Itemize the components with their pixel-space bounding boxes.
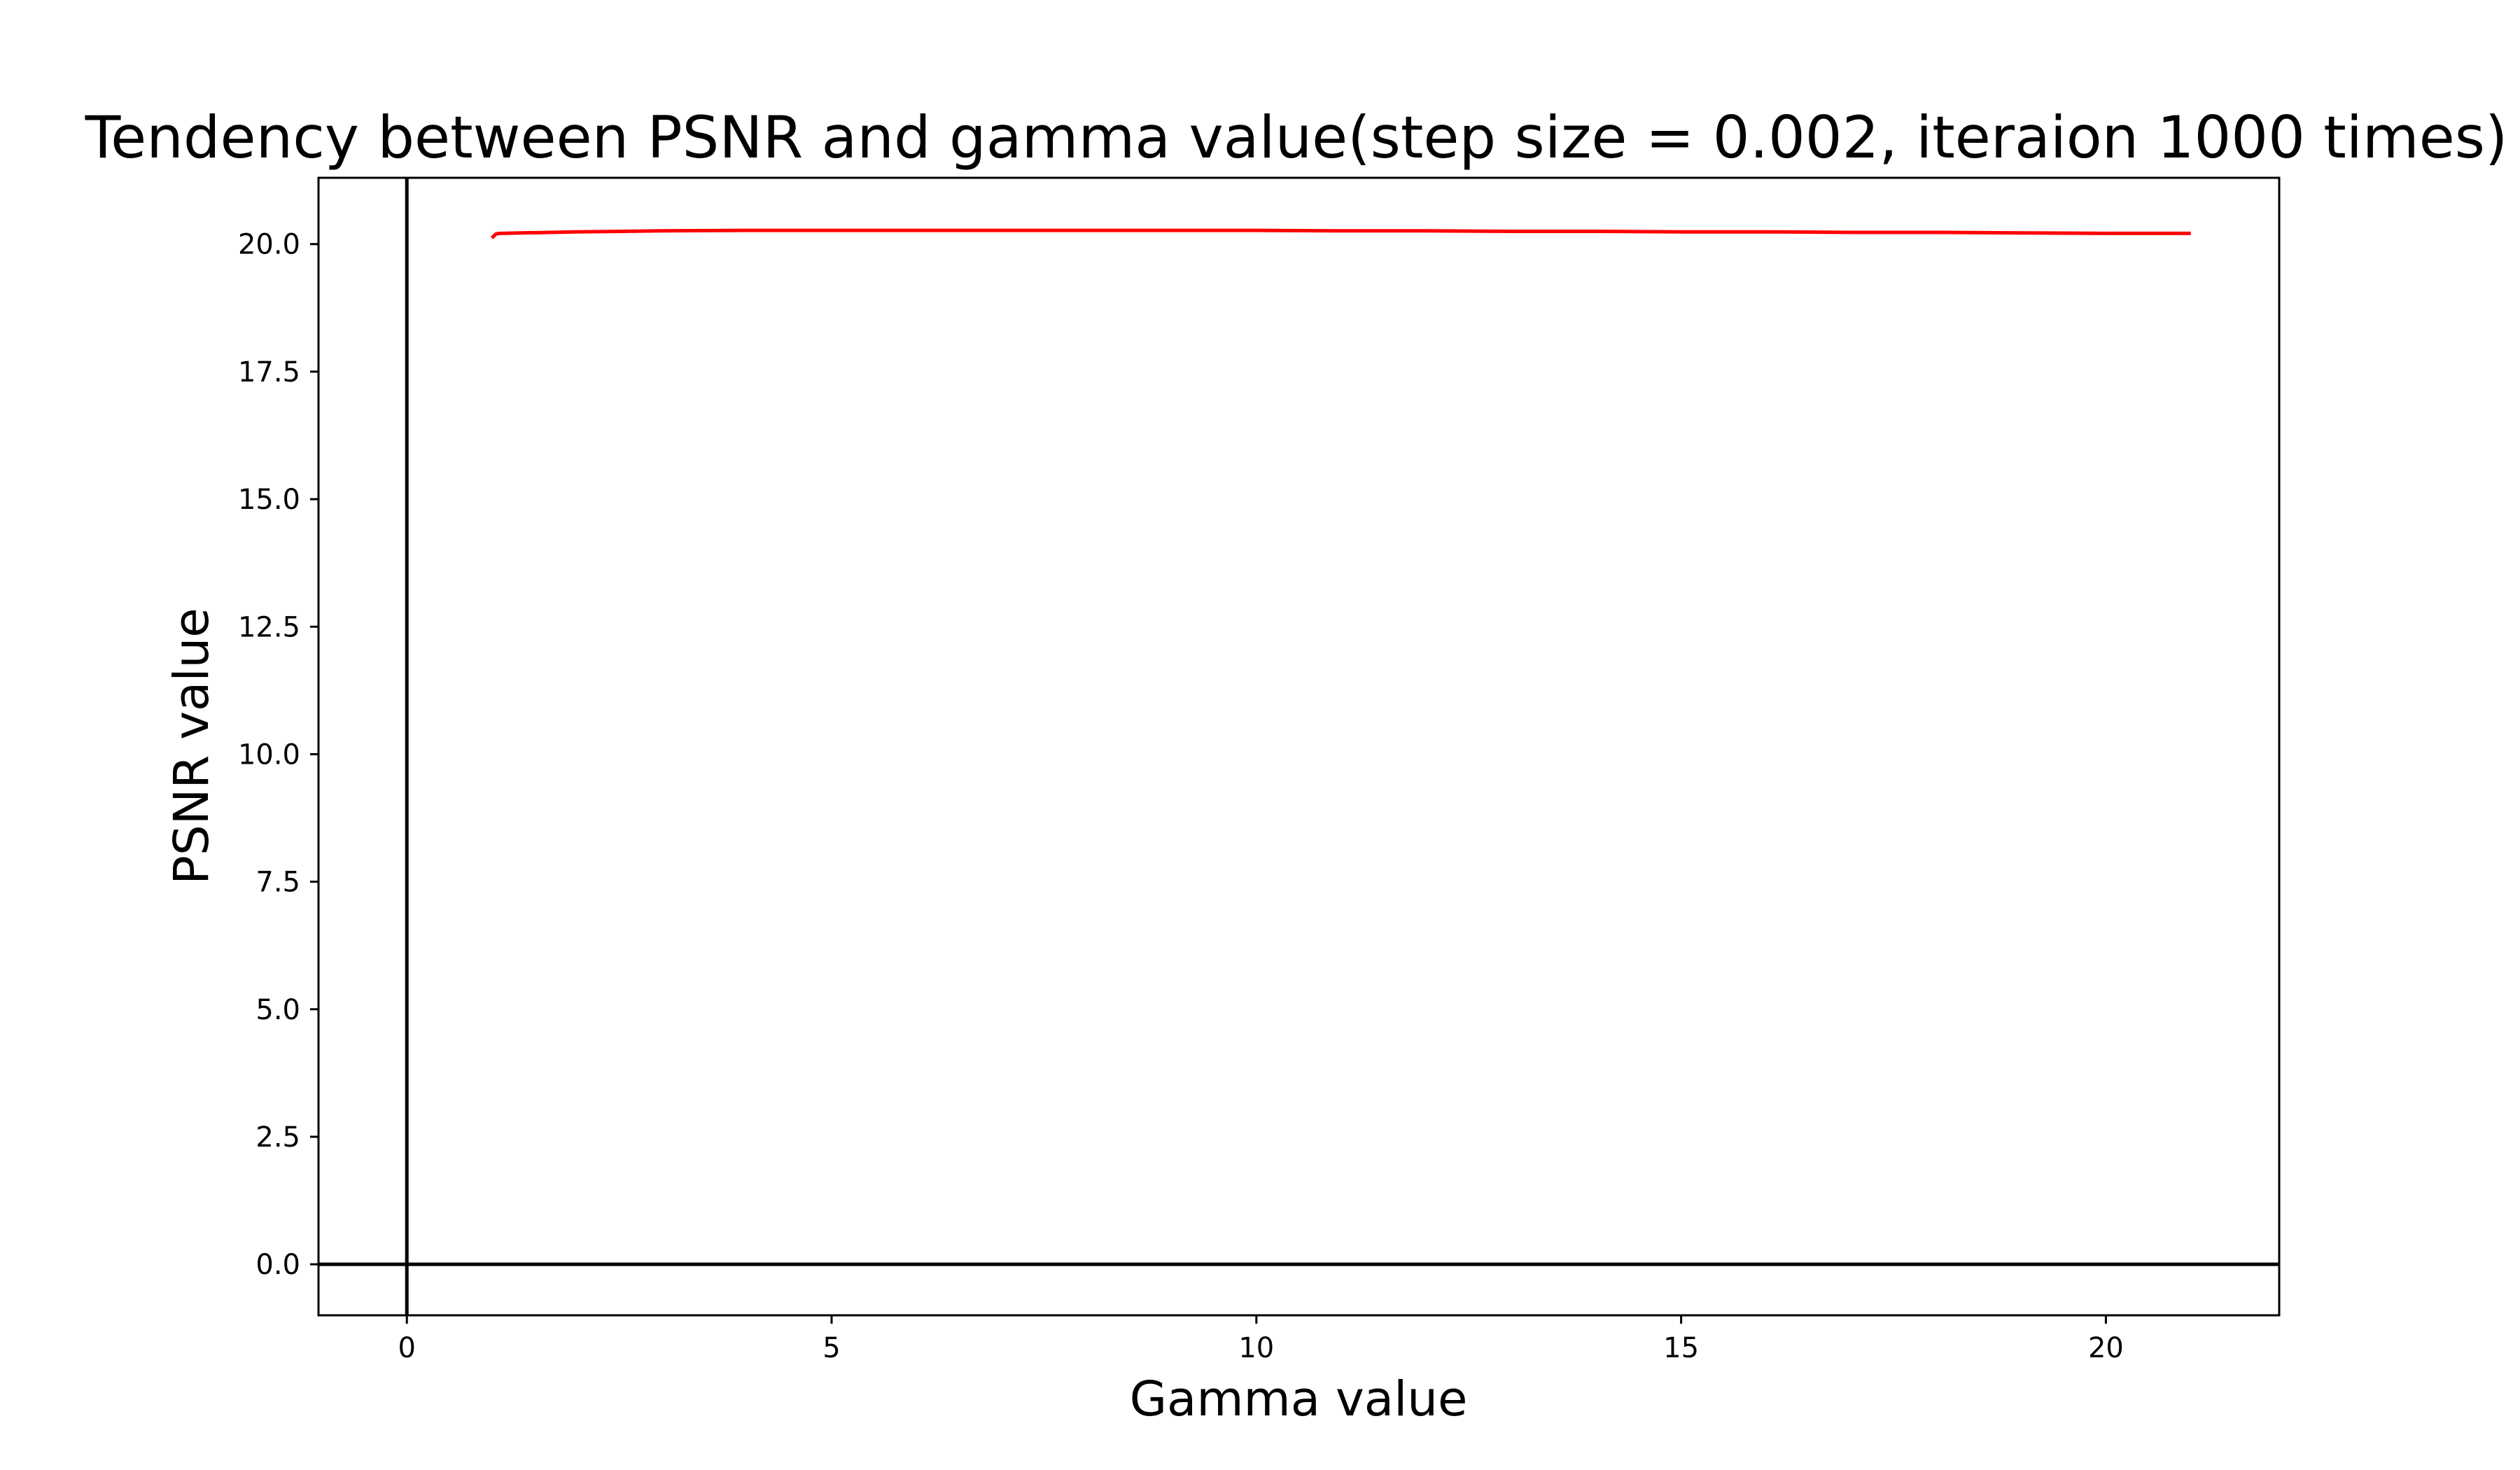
y-tick-label: 17.5: [238, 356, 300, 388]
y-axis-label: PSNR value: [164, 608, 220, 884]
series-layer: [490, 228, 2191, 239]
y-tick-label: 0.0: [255, 1249, 300, 1281]
y-tick-label: 12.5: [238, 611, 300, 643]
y-tick-label: 2.5: [255, 1121, 300, 1154]
y-tick-label: 5.0: [255, 994, 300, 1026]
x-tick-label: 0: [398, 1332, 415, 1364]
y-tick-label: 20.0: [238, 229, 300, 261]
x-tick-label: 20: [2088, 1332, 2124, 1364]
y-tick-label: 10.0: [238, 738, 300, 771]
x-tick-label: 5: [822, 1332, 840, 1364]
y-axis: 0.0 2.5 5.0 7.5 10.0 12.5 15.0 17.5 20.0: [238, 229, 318, 1281]
plot-area-frame: [317, 176, 2281, 1317]
x-tick-label: 15: [1663, 1332, 1699, 1364]
y-tick-label: 15.0: [238, 484, 300, 516]
series-line-0: [490, 228, 2191, 239]
reference-lines: [318, 178, 2279, 1315]
x-axis: 0 5 10 15 20: [398, 1315, 2124, 1364]
chart-title: Tendency between PSNR and gamma value(st…: [85, 104, 2508, 172]
y-tick-label: 7.5: [255, 867, 300, 899]
x-axis-label: Gamma value: [1130, 1371, 1468, 1427]
x-tick-label: 10: [1238, 1332, 1274, 1364]
